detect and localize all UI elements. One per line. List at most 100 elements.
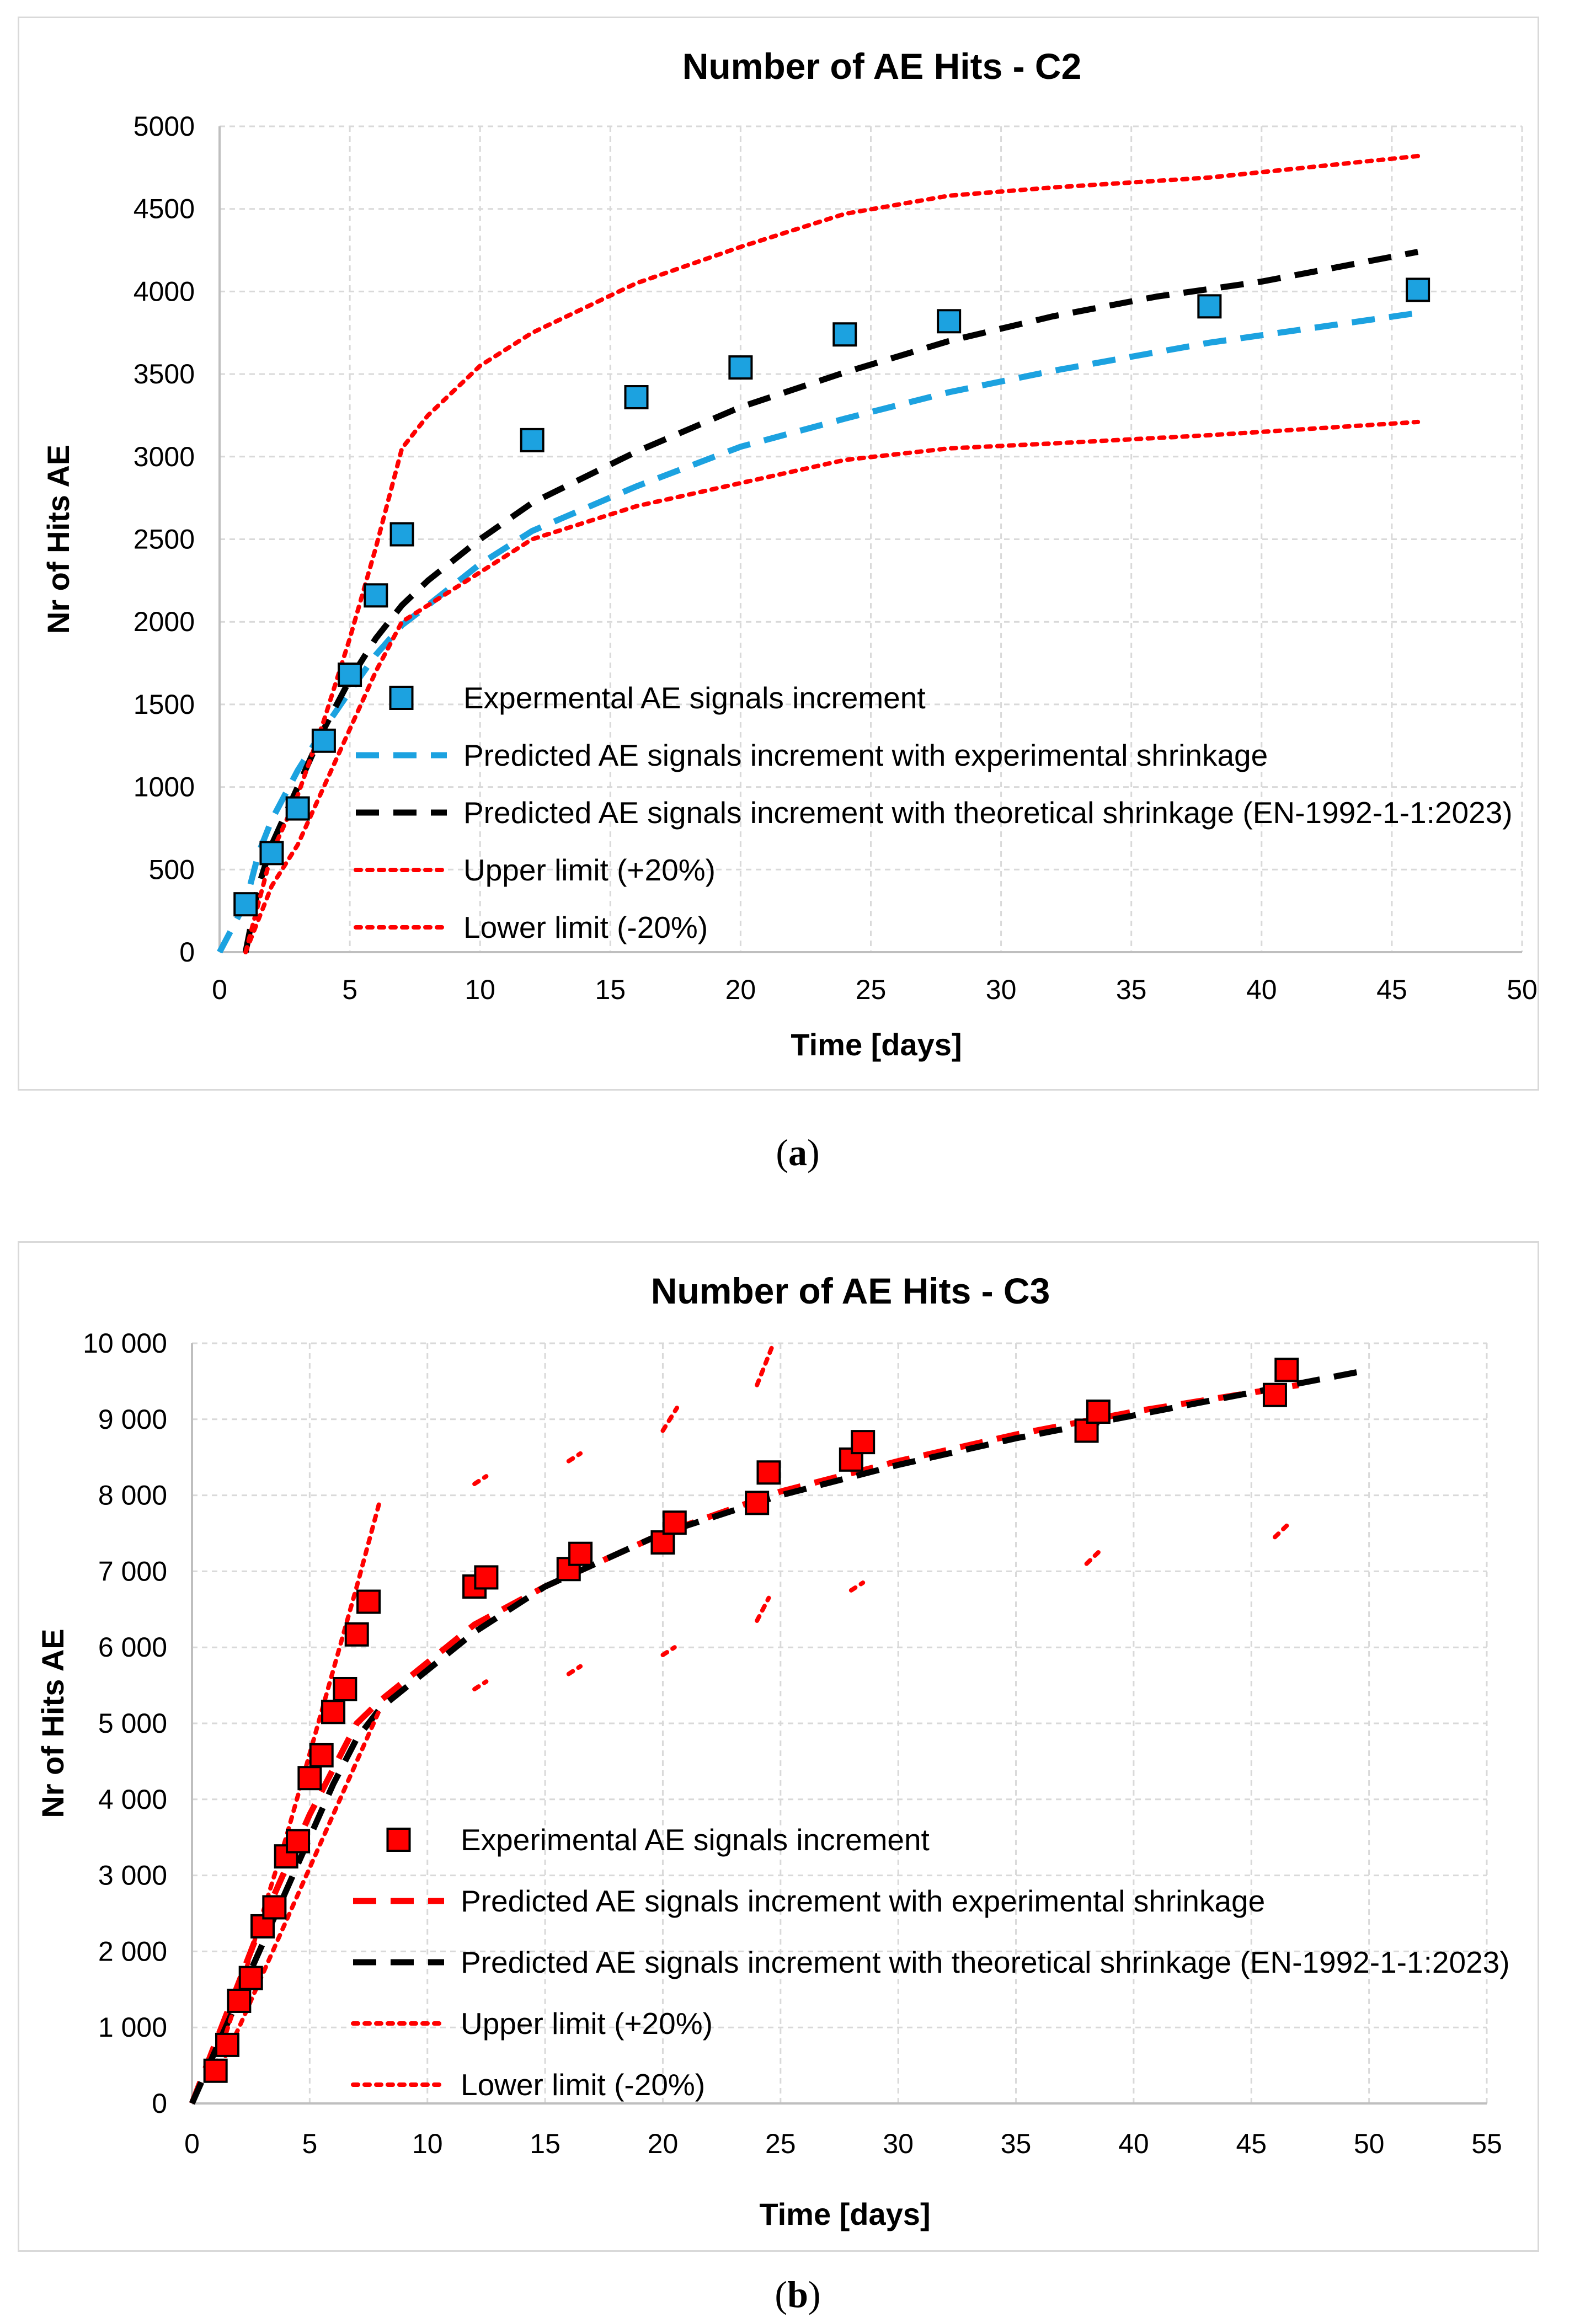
data-point — [851, 1430, 876, 1455]
x-tick-label: 55 — [1471, 2128, 1502, 2159]
y-tick-label: 2500 — [134, 524, 195, 555]
legend-marker — [389, 686, 414, 710]
series-line-2 — [242, 249, 1419, 953]
y-tick-label: 3000 — [134, 441, 195, 472]
y-tick-label: 10 000 — [83, 1328, 167, 1359]
limit-fragment — [848, 1580, 866, 1593]
x-tick-label: 50 — [1354, 2128, 1385, 2159]
data-point — [474, 1565, 499, 1590]
caption-a-letter: a — [788, 1131, 807, 1173]
y-tick-label: 2 000 — [98, 1936, 167, 1967]
y-tick-label: 4500 — [134, 194, 195, 225]
x-tick-label: 35 — [1001, 2128, 1032, 2159]
y-tick-label: 6 000 — [98, 1632, 167, 1663]
x-tick-label: 10 — [465, 974, 495, 1005]
y-tick-label: 4 000 — [98, 1784, 167, 1815]
legend-label: Predicted AE signals increment with expe… — [461, 1884, 1265, 1918]
limit-fragment — [1084, 1550, 1101, 1566]
data-point — [297, 1766, 322, 1791]
y-tick-label: 0 — [152, 2088, 167, 2119]
x-tick-label: 50 — [1507, 974, 1538, 1005]
data-point — [662, 1510, 687, 1535]
y-axis-label: Nr of Hits AE — [41, 445, 76, 634]
data-point — [338, 663, 362, 687]
x-tick-label: 40 — [1118, 2128, 1149, 2159]
x-tick-label: 45 — [1236, 2128, 1267, 2159]
x-tick-label: 15 — [530, 2128, 561, 2159]
data-point — [728, 355, 753, 380]
chart-panel-b: Number of AE Hits - C3 0 5 10 15 20 25 30 35 40 45… — [18, 1241, 1539, 2252]
caption-b: (b) — [775, 2273, 821, 2315]
x-tick-label: 15 — [595, 974, 626, 1005]
data-point — [756, 1460, 781, 1485]
limit-fragment — [755, 1595, 771, 1623]
y-tick-label: 8 000 — [98, 1480, 167, 1511]
limit-fragment — [472, 1474, 489, 1486]
data-point — [389, 522, 414, 547]
data-point — [364, 583, 388, 608]
data-point — [937, 309, 962, 334]
y-tick-label: 9 000 — [98, 1404, 167, 1435]
series-line-2 — [189, 1366, 1370, 2105]
legend-label: Predicted AE signals increment with theo… — [461, 1945, 1510, 1979]
x-axis-label: Time [days] — [791, 1027, 962, 1062]
series-line-1 — [217, 309, 1418, 954]
x-tick-label: 5 — [302, 2128, 317, 2159]
chart-title: Number of AE Hits - C2 — [682, 46, 1082, 87]
x-tick-label: 10 — [412, 2128, 443, 2159]
data-point — [832, 322, 857, 347]
caption-b-letter: b — [787, 2273, 808, 2315]
legend: Experimental AE signals increment Predict… — [351, 1823, 1510, 2102]
data-point — [321, 1700, 346, 1724]
series-line-4 — [213, 1706, 383, 2079]
data-point — [203, 2058, 228, 2083]
data-point — [285, 796, 310, 821]
grid — [192, 1342, 1488, 2103]
data-point — [1086, 1400, 1111, 1424]
chart-a-canvas: Number of AE Hits - C2 0 5 10 15 20 25 30 35 40 45… — [41, 46, 1538, 1062]
y-tick-label: 3500 — [134, 359, 195, 389]
data-point — [1274, 1358, 1299, 1382]
legend-label: Upper limit (+20%) — [463, 853, 716, 887]
caption-a: (a) — [776, 1131, 820, 1173]
x-tick-label: 25 — [856, 974, 887, 1005]
x-tick-label: 30 — [883, 2128, 914, 2159]
x-tick-label: 20 — [725, 974, 756, 1005]
legend-label: Predicted AE signals increment with theo… — [463, 795, 1513, 830]
x-tick-label: 25 — [765, 2128, 796, 2159]
data-point — [259, 841, 284, 866]
data-point — [227, 1988, 252, 2013]
limit-fragment — [660, 1406, 680, 1433]
limit-fragment — [755, 1341, 776, 1387]
series-line-3 — [213, 1497, 383, 2068]
data-point — [745, 1491, 770, 1515]
y-tick-label: 1500 — [134, 689, 195, 720]
y-tick-label: 1 000 — [98, 2012, 167, 2043]
limit-fragment — [660, 1645, 677, 1657]
series-line-3 — [243, 153, 1421, 954]
limit-fragment — [1272, 1523, 1289, 1540]
legend-label: Lower limit (-20%) — [461, 2068, 705, 2102]
series-line-4 — [243, 419, 1421, 954]
x-tick-label: 0 — [212, 974, 227, 1005]
data-point — [309, 1743, 334, 1767]
data-point — [333, 1676, 357, 1701]
data-point — [624, 385, 649, 410]
y-tick-label: 5000 — [134, 111, 195, 142]
chart-panel-a: Number of AE Hits - C2 0 5 10 15 20 25 30 35 40 45… — [18, 17, 1539, 1091]
data-point — [233, 892, 258, 917]
y-tick-label: 5 000 — [98, 1708, 167, 1739]
chart-title: Number of AE Hits - C3 — [651, 1270, 1050, 1311]
limit-fragment — [566, 1664, 583, 1676]
data-point — [262, 1895, 287, 1920]
legend-marker — [386, 1828, 411, 1852]
legend-label: Upper limit (+20%) — [461, 2006, 713, 2041]
y-tick-label: 4000 — [134, 276, 195, 307]
data-point — [568, 1541, 593, 1566]
limit-fragment — [566, 1451, 583, 1464]
x-tick-label: 30 — [986, 974, 1017, 1005]
grid — [220, 125, 1523, 952]
data-point — [238, 1966, 263, 1990]
x-axis-label: Time [days] — [759, 2197, 930, 2231]
y-tick-label: 500 — [149, 854, 195, 885]
